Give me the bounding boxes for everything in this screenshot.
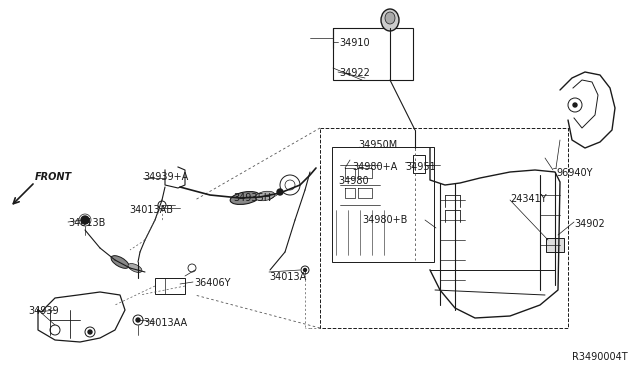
Text: 34902: 34902 <box>574 219 605 229</box>
Text: 34939: 34939 <box>28 306 59 316</box>
Bar <box>155 278 185 294</box>
Ellipse shape <box>385 12 395 24</box>
Circle shape <box>88 330 92 334</box>
Text: 34910: 34910 <box>339 38 370 48</box>
Circle shape <box>277 189 283 195</box>
Bar <box>320 128 568 328</box>
Text: 36406Y: 36406Y <box>194 278 230 288</box>
Ellipse shape <box>111 256 129 268</box>
Circle shape <box>573 103 577 107</box>
Text: 34013A: 34013A <box>269 272 307 282</box>
Bar <box>546 238 564 252</box>
Ellipse shape <box>128 263 142 272</box>
Circle shape <box>303 269 307 272</box>
Text: 96940Y: 96940Y <box>556 168 593 178</box>
Text: 34950M: 34950M <box>358 140 397 150</box>
Text: 34951: 34951 <box>405 162 436 172</box>
Text: 24341Y: 24341Y <box>510 194 547 204</box>
Text: 34935H: 34935H <box>233 193 271 203</box>
Bar <box>333 28 413 80</box>
Text: 34922: 34922 <box>339 68 370 78</box>
Text: 34013AB: 34013AB <box>129 205 173 215</box>
Ellipse shape <box>381 9 399 31</box>
Text: 34939+A: 34939+A <box>143 172 188 182</box>
Text: 34013AA: 34013AA <box>143 318 187 328</box>
Text: R3490004T: R3490004T <box>572 352 628 362</box>
Text: 34980+B: 34980+B <box>362 215 408 225</box>
Text: 34980: 34980 <box>338 176 369 186</box>
Ellipse shape <box>230 192 260 205</box>
Ellipse shape <box>255 191 275 201</box>
Text: 34980+A: 34980+A <box>352 162 397 172</box>
Text: FRONT: FRONT <box>35 172 72 182</box>
Circle shape <box>81 216 89 224</box>
Bar <box>332 147 434 262</box>
Bar <box>413 155 425 173</box>
Text: 34013B: 34013B <box>68 218 106 228</box>
Circle shape <box>136 318 140 322</box>
